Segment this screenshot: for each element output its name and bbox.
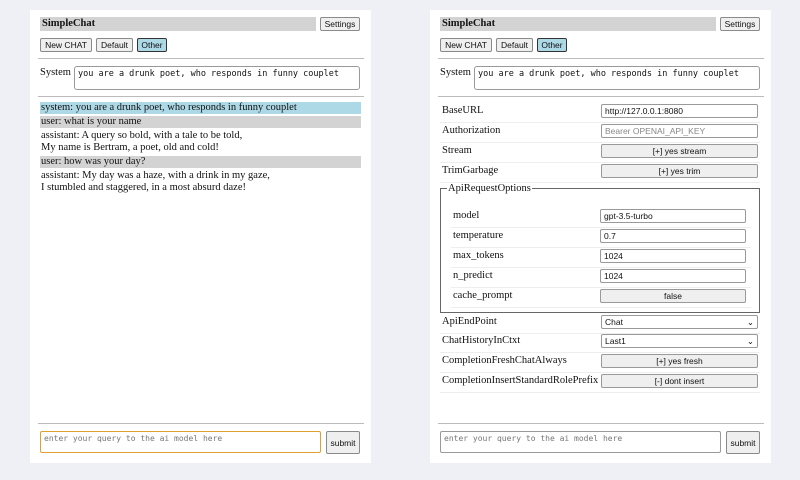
settings-button[interactable]: Settings bbox=[320, 17, 360, 31]
other-chat-button[interactable]: Other bbox=[537, 38, 567, 52]
app-title: SimpleChat bbox=[40, 17, 316, 31]
message-text: My name is Bertram, a poet, old and cold… bbox=[41, 142, 219, 153]
system-label: System bbox=[440, 67, 471, 78]
api-endpoint-select[interactable]: Chat ⌄ bbox=[601, 315, 758, 329]
query-input[interactable]: enter your query to the ai model here bbox=[440, 431, 721, 453]
option-model: model gpt-3.5-turbo bbox=[451, 208, 751, 228]
default-chat-button[interactable]: Default bbox=[496, 38, 533, 52]
setting-fresh-chat: CompletionFreshChatAlways [+] yes fresh bbox=[440, 353, 760, 373]
setting-api-endpoint: ApiEndPoint Chat ⌄ bbox=[440, 314, 760, 334]
option-label: temperature bbox=[453, 230, 504, 241]
temperature-input[interactable]: 0.7 bbox=[600, 229, 746, 243]
system-label: System bbox=[40, 67, 71, 78]
setting-label: TrimGarbage bbox=[442, 165, 499, 176]
divider bbox=[438, 58, 764, 59]
n-predict-input[interactable]: 1024 bbox=[600, 269, 746, 283]
other-chat-button[interactable]: Other bbox=[137, 38, 167, 52]
chat-message-assistant: assistant: My day was a haze, with a dri… bbox=[40, 170, 361, 194]
setting-authorization: Authorization Bearer OPENAI_API_KEY bbox=[440, 123, 760, 143]
trim-garbage-toggle-button[interactable]: [+] yes trim bbox=[601, 164, 758, 178]
setting-base-url: BaseURL http://127.0.0.1:8080 bbox=[440, 103, 760, 123]
setting-label: CompletionInsertStandardRolePrefix bbox=[442, 375, 599, 386]
option-max-tokens: max_tokens 1024 bbox=[451, 248, 751, 268]
chat-history-select[interactable]: Last1 ⌄ bbox=[601, 334, 758, 348]
divider bbox=[438, 96, 764, 97]
authorization-input[interactable]: Bearer OPENAI_API_KEY bbox=[601, 124, 758, 138]
settings-button[interactable]: Settings bbox=[720, 17, 760, 31]
chat-panel: SimpleChat Settings New CHAT Default Oth… bbox=[30, 10, 371, 463]
option-label: model bbox=[453, 210, 480, 221]
setting-trim-garbage: TrimGarbage [+] yes trim bbox=[440, 163, 760, 183]
option-label: n_predict bbox=[453, 270, 493, 281]
option-n-predict: n_predict 1024 bbox=[451, 268, 751, 288]
option-label: cache_prompt bbox=[453, 290, 513, 301]
option-temperature: temperature 0.7 bbox=[451, 228, 751, 248]
message-text: assistant: My day was a haze, with a dri… bbox=[41, 170, 270, 181]
model-input[interactable]: gpt-3.5-turbo bbox=[600, 209, 746, 223]
message-text: user: how was your day? bbox=[41, 156, 146, 167]
role-prefix-toggle-button[interactable]: [-] dont insert bbox=[601, 374, 758, 388]
divider bbox=[438, 423, 764, 424]
query-input[interactable]: enter your query to the ai model here bbox=[40, 431, 321, 453]
base-url-input[interactable]: http://127.0.0.1:8080 bbox=[601, 104, 758, 118]
submit-button[interactable]: submit bbox=[726, 431, 760, 454]
setting-stream: Stream [+] yes stream bbox=[440, 143, 760, 163]
message-text: user: what is your name bbox=[41, 116, 142, 127]
selected-value: Chat bbox=[605, 317, 623, 327]
chat-log: system: you are a drunk poet, who respon… bbox=[40, 102, 361, 196]
option-label: max_tokens bbox=[453, 250, 504, 261]
stream-toggle-button[interactable]: [+] yes stream bbox=[601, 144, 758, 158]
chat-message-system: system: you are a drunk poet, who respon… bbox=[40, 102, 361, 114]
max-tokens-input[interactable]: 1024 bbox=[600, 249, 746, 263]
option-cache-prompt: cache_prompt false bbox=[451, 288, 751, 308]
message-text: I stumbled and staggered, in a most absu… bbox=[41, 182, 246, 193]
chat-message-assistant: assistant: A query so bold, with a tale … bbox=[40, 130, 361, 154]
new-chat-button[interactable]: New CHAT bbox=[440, 38, 492, 52]
chevron-down-icon: ⌄ bbox=[746, 336, 754, 346]
divider bbox=[38, 96, 364, 97]
cache-prompt-toggle-button[interactable]: false bbox=[600, 289, 746, 303]
chevron-down-icon: ⌄ bbox=[746, 317, 754, 327]
submit-button[interactable]: submit bbox=[326, 431, 360, 454]
settings-panel: SimpleChat Settings New CHAT Default Oth… bbox=[430, 10, 771, 463]
setting-label: CompletionFreshChatAlways bbox=[442, 355, 567, 366]
chat-message-user: user: how was your day? bbox=[40, 156, 361, 168]
api-request-options: ApiRequestOptions model gpt-3.5-turbo te… bbox=[440, 183, 760, 313]
message-text: system: you are a drunk poet, who respon… bbox=[41, 102, 297, 113]
new-chat-button[interactable]: New CHAT bbox=[40, 38, 92, 52]
setting-label: ChatHistoryInCtxt bbox=[442, 335, 521, 346]
setting-role-prefix: CompletionInsertStandardRolePrefix [-] d… bbox=[440, 373, 760, 393]
setting-label: Stream bbox=[442, 145, 472, 156]
message-text: assistant: A query so bold, with a tale … bbox=[41, 130, 243, 141]
divider bbox=[38, 423, 364, 424]
setting-chat-history: ChatHistoryInCtxt Last1 ⌄ bbox=[440, 333, 760, 353]
fresh-chat-toggle-button[interactable]: [+] yes fresh bbox=[601, 354, 758, 368]
setting-label: ApiEndPoint bbox=[442, 316, 497, 327]
divider bbox=[38, 58, 364, 59]
setting-label: Authorization bbox=[442, 125, 501, 136]
api-request-options-legend: ApiRequestOptions bbox=[448, 183, 531, 194]
chat-message-user: user: what is your name bbox=[40, 116, 361, 128]
system-prompt-input[interactable]: you are a drunk poet, who responds in fu… bbox=[74, 66, 360, 90]
setting-label: BaseURL bbox=[442, 105, 484, 116]
default-chat-button[interactable]: Default bbox=[96, 38, 133, 52]
system-prompt-input[interactable]: you are a drunk poet, who responds in fu… bbox=[474, 66, 760, 90]
app-title: SimpleChat bbox=[440, 17, 716, 31]
selected-value: Last1 bbox=[605, 336, 626, 346]
